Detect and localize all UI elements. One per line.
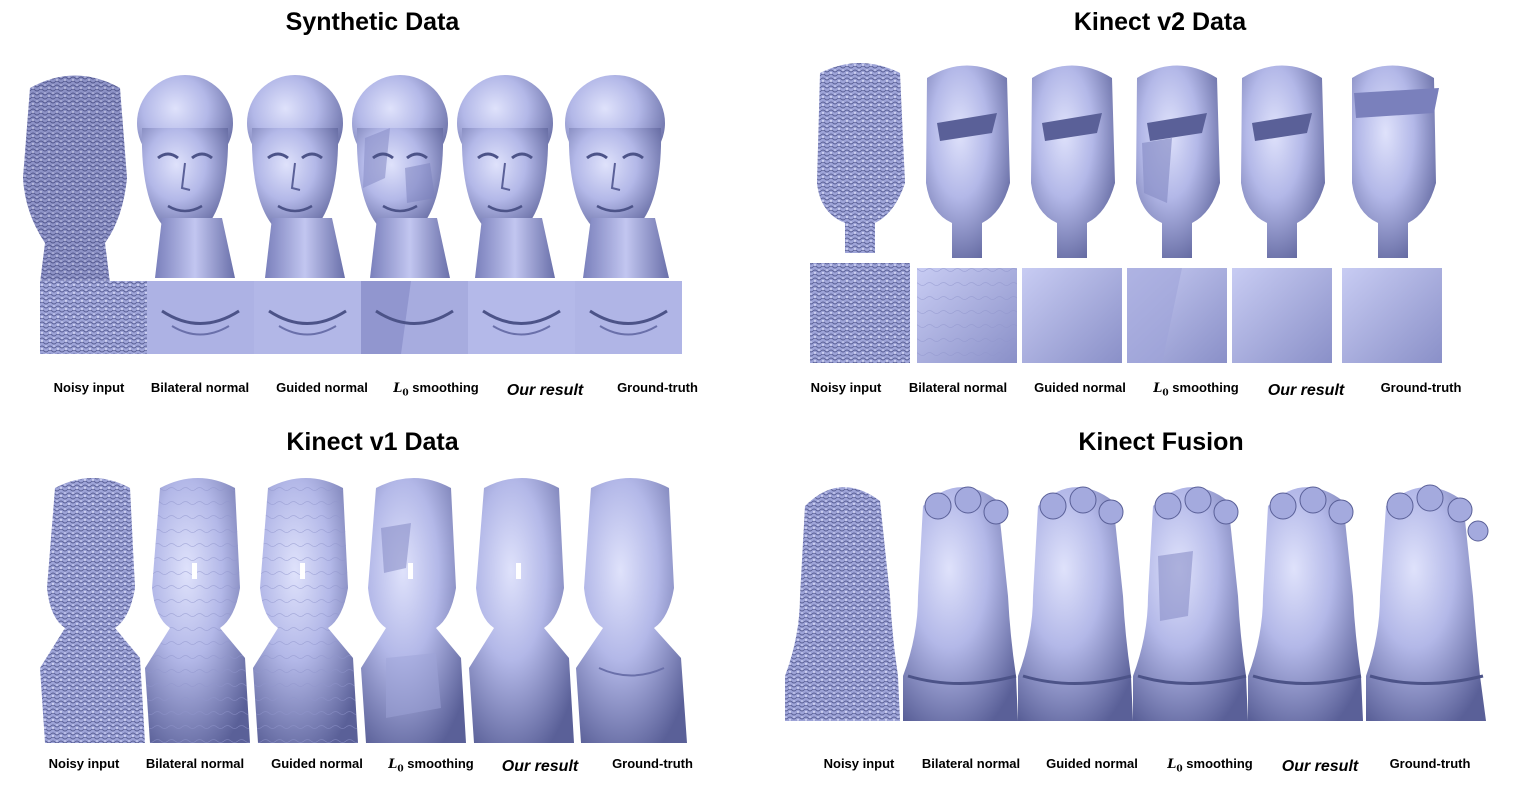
method-labels: Noisy input Bilateral normal Guided norm… bbox=[35, 756, 710, 775]
label-our-result: Our result bbox=[506, 382, 584, 399]
mesh-l0-smoothing bbox=[1128, 476, 1248, 726]
mesh-bilateral-normal bbox=[135, 68, 240, 288]
label-guided-normal: Guided normal bbox=[276, 380, 368, 395]
label-guided-normal: Guided normal bbox=[271, 756, 363, 771]
mesh-row bbox=[15, 68, 669, 288]
mesh-guided-normal bbox=[1017, 53, 1122, 368]
zoom-bilateral-normal bbox=[147, 281, 254, 354]
mesh-ground-truth bbox=[1334, 53, 1449, 368]
mesh-row bbox=[780, 476, 1493, 726]
label-noisy-input: Noisy input bbox=[823, 756, 895, 771]
mesh-guided-normal bbox=[240, 68, 345, 288]
mesh-bilateral-normal bbox=[140, 468, 250, 748]
mesh-guided-normal bbox=[1013, 476, 1133, 726]
method-labels: Noisy input Bilateral normal Guided norm… bbox=[40, 380, 715, 399]
label-ground-truth: Ground-truth bbox=[612, 756, 693, 771]
label-bilateral-normal: Bilateral normal bbox=[921, 756, 1021, 771]
method-labels: Noisy input Bilateral normal Guided norm… bbox=[800, 380, 1486, 399]
label-noisy-input: Noisy input bbox=[810, 380, 882, 395]
mesh-row bbox=[805, 53, 1449, 368]
label-guided-normal: Guided normal bbox=[1034, 380, 1126, 395]
zoom-our-result bbox=[468, 281, 575, 354]
mesh-guided-normal bbox=[248, 468, 358, 748]
zoom-l0-smoothing bbox=[361, 281, 468, 354]
panel-kinect-fusion: Kinect Fusion bbox=[780, 428, 1510, 788]
label-our-result: Our result bbox=[501, 758, 579, 775]
mesh-our-result bbox=[464, 468, 574, 748]
label-ground-truth: Ground-truth bbox=[1389, 756, 1471, 771]
label-our-result: Our result bbox=[1281, 758, 1359, 775]
label-bilateral-normal: Bilateral normal bbox=[150, 380, 250, 395]
panel-title: Kinect v2 Data bbox=[1073, 8, 1247, 36]
mesh-ground-truth bbox=[557, 68, 669, 288]
panel-title: Kinect Fusion bbox=[1078, 428, 1244, 456]
mesh-row bbox=[35, 468, 689, 748]
zoom-noisy-input bbox=[40, 281, 147, 354]
zoom-row bbox=[40, 281, 682, 354]
panel-kinect-v2: Kinect v2 Data bbox=[800, 8, 1500, 403]
label-l0-smoothing: L0 smoothing bbox=[393, 380, 479, 399]
mesh-our-result bbox=[1227, 53, 1334, 368]
mesh-noisy-input bbox=[780, 476, 900, 726]
zoom-guided-normal bbox=[254, 281, 361, 354]
panel-kinect-v1: Kinect v1 Data bbox=[10, 428, 730, 788]
label-bilateral-normal: Bilateral normal bbox=[908, 380, 1008, 395]
panel-title: Kinect v1 Data bbox=[286, 428, 459, 456]
label-guided-normal: Guided normal bbox=[1046, 756, 1138, 771]
panel-title: Synthetic Data bbox=[285, 8, 460, 36]
mesh-l0-smoothing bbox=[345, 68, 450, 288]
label-l0-smoothing: L0 smoothing bbox=[388, 756, 474, 775]
mesh-noisy-input bbox=[35, 468, 145, 748]
label-noisy-input: Noisy input bbox=[53, 380, 125, 395]
label-our-result: Our result bbox=[1267, 382, 1345, 399]
label-l0-smoothing: L0 smoothing bbox=[1153, 380, 1239, 399]
mesh-our-result bbox=[450, 68, 557, 288]
mesh-l0-smoothing bbox=[356, 468, 466, 748]
mesh-ground-truth bbox=[1358, 476, 1493, 726]
mesh-noisy-input bbox=[805, 53, 912, 368]
mesh-ground-truth bbox=[569, 468, 689, 748]
mesh-noisy-input bbox=[15, 68, 135, 288]
mesh-l0-smoothing bbox=[1122, 53, 1227, 368]
zoom-ground-truth bbox=[575, 281, 682, 354]
mesh-our-result bbox=[1243, 476, 1363, 726]
label-bilateral-normal: Bilateral normal bbox=[145, 756, 245, 771]
mesh-bilateral-normal bbox=[912, 53, 1017, 368]
label-noisy-input: Noisy input bbox=[48, 756, 120, 771]
mesh-bilateral-normal bbox=[898, 476, 1018, 726]
label-ground-truth: Ground-truth bbox=[1380, 380, 1462, 395]
method-labels: Noisy input Bilateral normal Guided norm… bbox=[810, 756, 1490, 775]
label-l0-smoothing: L0 smoothing bbox=[1167, 756, 1253, 775]
panel-synthetic: Synthetic Data bbox=[10, 8, 730, 403]
label-ground-truth: Ground-truth bbox=[617, 380, 698, 395]
